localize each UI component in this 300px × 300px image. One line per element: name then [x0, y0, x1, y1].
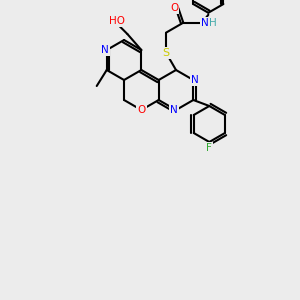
Text: O: O: [137, 105, 146, 115]
Text: N: N: [101, 45, 109, 55]
Text: F: F: [206, 143, 212, 153]
Text: HO: HO: [110, 16, 125, 26]
Text: H: H: [209, 18, 217, 28]
Text: N: N: [201, 18, 209, 28]
Text: S: S: [162, 48, 169, 58]
Text: O: O: [170, 3, 178, 13]
Text: N: N: [170, 105, 178, 115]
Text: N: N: [191, 75, 199, 85]
